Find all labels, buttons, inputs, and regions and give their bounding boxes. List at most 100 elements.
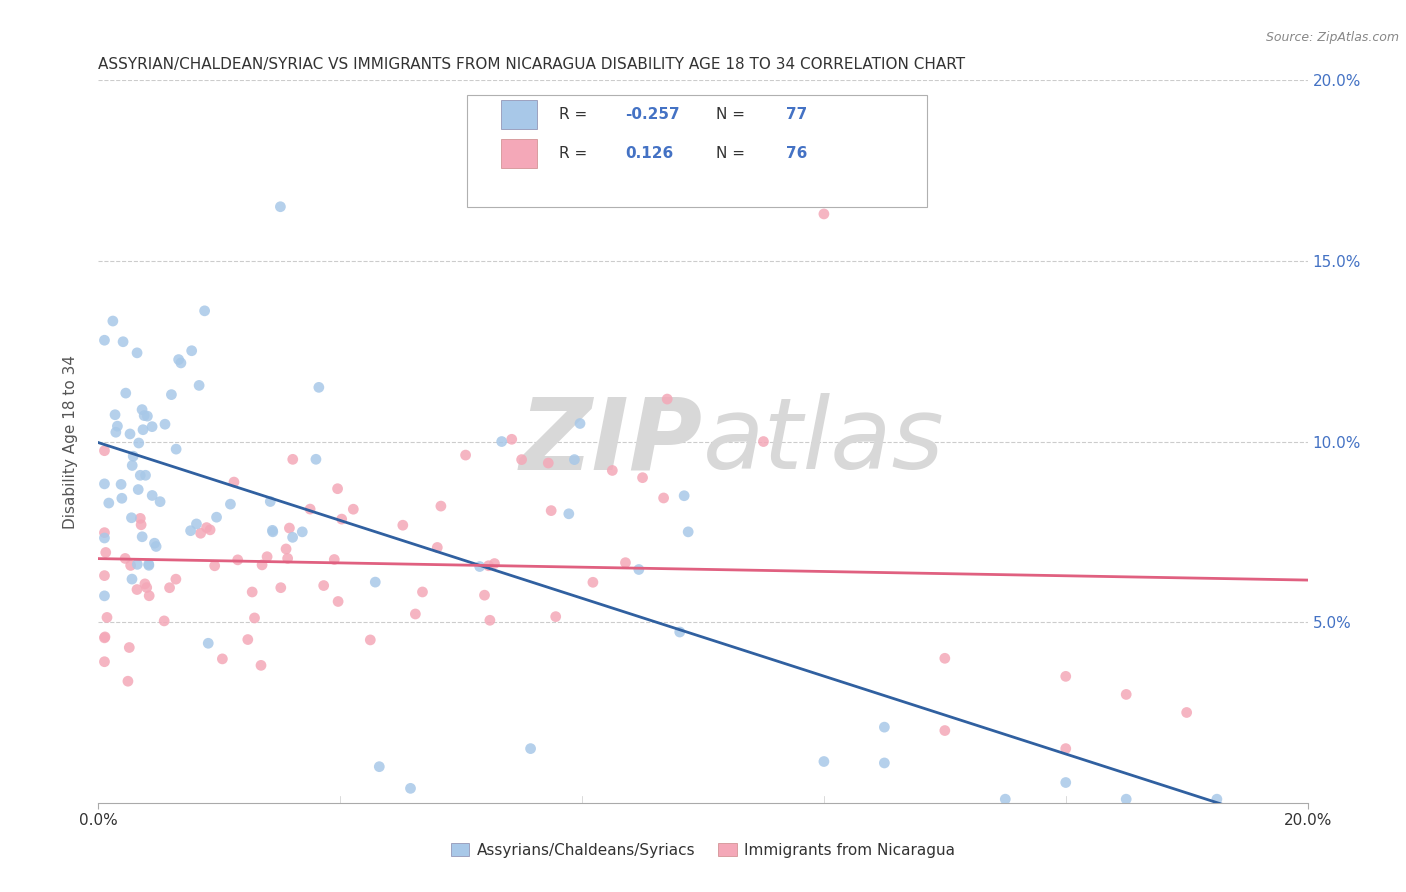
Point <box>94 545 117 559</box>
Point <box>125 582 148 597</box>
Point <box>205 510 228 524</box>
Point <box>167 352 190 367</box>
Point <box>994 792 1017 806</box>
Point <box>159 581 181 595</box>
Point <box>125 346 148 360</box>
Point <box>236 632 259 647</box>
Point <box>602 463 624 477</box>
Point <box>537 456 560 470</box>
Point <box>305 452 328 467</box>
Point <box>134 577 156 591</box>
Point <box>631 471 654 485</box>
Point <box>129 468 152 483</box>
Point <box>186 516 208 531</box>
Point <box>197 636 219 650</box>
Point <box>281 530 304 544</box>
Point <box>259 494 281 508</box>
Point <box>430 499 453 513</box>
Point <box>141 488 163 502</box>
Point <box>299 502 322 516</box>
Text: R =: R = <box>560 107 592 121</box>
Point <box>468 559 491 574</box>
Point <box>194 303 217 318</box>
Point <box>131 402 153 417</box>
Point <box>1054 669 1077 683</box>
Point <box>1175 706 1198 720</box>
Point <box>138 557 160 571</box>
Point <box>250 558 273 572</box>
Point <box>135 581 157 595</box>
Point <box>277 551 299 566</box>
Point <box>129 511 152 525</box>
Point <box>411 585 433 599</box>
Point <box>118 426 141 441</box>
Point <box>569 417 592 431</box>
Point <box>510 452 533 467</box>
Point <box>540 503 562 517</box>
Point <box>138 589 160 603</box>
Point <box>484 557 506 571</box>
Point <box>873 756 896 770</box>
Point <box>454 448 477 462</box>
Point <box>93 589 115 603</box>
Point <box>219 497 242 511</box>
Point <box>96 610 118 624</box>
Point <box>131 530 153 544</box>
Point <box>652 491 675 505</box>
Text: ZIP: ZIP <box>520 393 703 490</box>
Point <box>121 510 143 524</box>
FancyBboxPatch shape <box>467 95 927 207</box>
Point <box>813 207 835 221</box>
Point <box>143 536 166 550</box>
Point <box>149 494 172 508</box>
Text: N =: N = <box>716 145 751 161</box>
Point <box>291 524 314 539</box>
Point <box>934 723 956 738</box>
Point <box>256 549 278 564</box>
Point <box>270 581 292 595</box>
Point <box>391 518 413 533</box>
Point <box>170 356 193 370</box>
Point <box>676 524 699 539</box>
Point <box>127 558 149 572</box>
Point <box>478 613 501 627</box>
Point <box>330 512 353 526</box>
Text: 0.126: 0.126 <box>626 145 673 161</box>
Point <box>1115 792 1137 806</box>
Point <box>240 585 263 599</box>
Point <box>312 578 335 592</box>
Point <box>399 781 422 796</box>
Point <box>364 575 387 590</box>
Point <box>93 333 115 347</box>
Point <box>93 568 115 582</box>
Point <box>160 387 183 401</box>
Point <box>107 419 129 434</box>
Point <box>668 625 690 640</box>
Point <box>188 378 211 392</box>
Point <box>243 611 266 625</box>
Point <box>934 651 956 665</box>
Point <box>1206 792 1229 806</box>
Text: N =: N = <box>716 107 751 121</box>
Text: 76: 76 <box>786 145 808 161</box>
Point <box>180 343 202 358</box>
Point <box>134 468 156 483</box>
Point <box>104 408 127 422</box>
Point <box>93 531 115 545</box>
Point <box>97 496 120 510</box>
Point <box>180 524 202 538</box>
Point <box>127 483 149 497</box>
Point <box>519 741 541 756</box>
Point <box>308 380 330 394</box>
Point <box>136 409 159 424</box>
Point <box>326 482 349 496</box>
Point <box>129 517 152 532</box>
Point <box>404 607 426 621</box>
Point <box>544 609 567 624</box>
Point <box>813 755 835 769</box>
FancyBboxPatch shape <box>501 100 537 129</box>
Point <box>122 449 145 463</box>
Point <box>118 640 141 655</box>
Point <box>104 425 127 440</box>
Point <box>121 572 143 586</box>
